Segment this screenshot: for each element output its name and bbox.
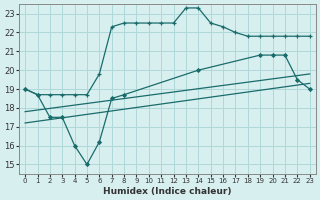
X-axis label: Humidex (Indice chaleur): Humidex (Indice chaleur) <box>103 187 232 196</box>
